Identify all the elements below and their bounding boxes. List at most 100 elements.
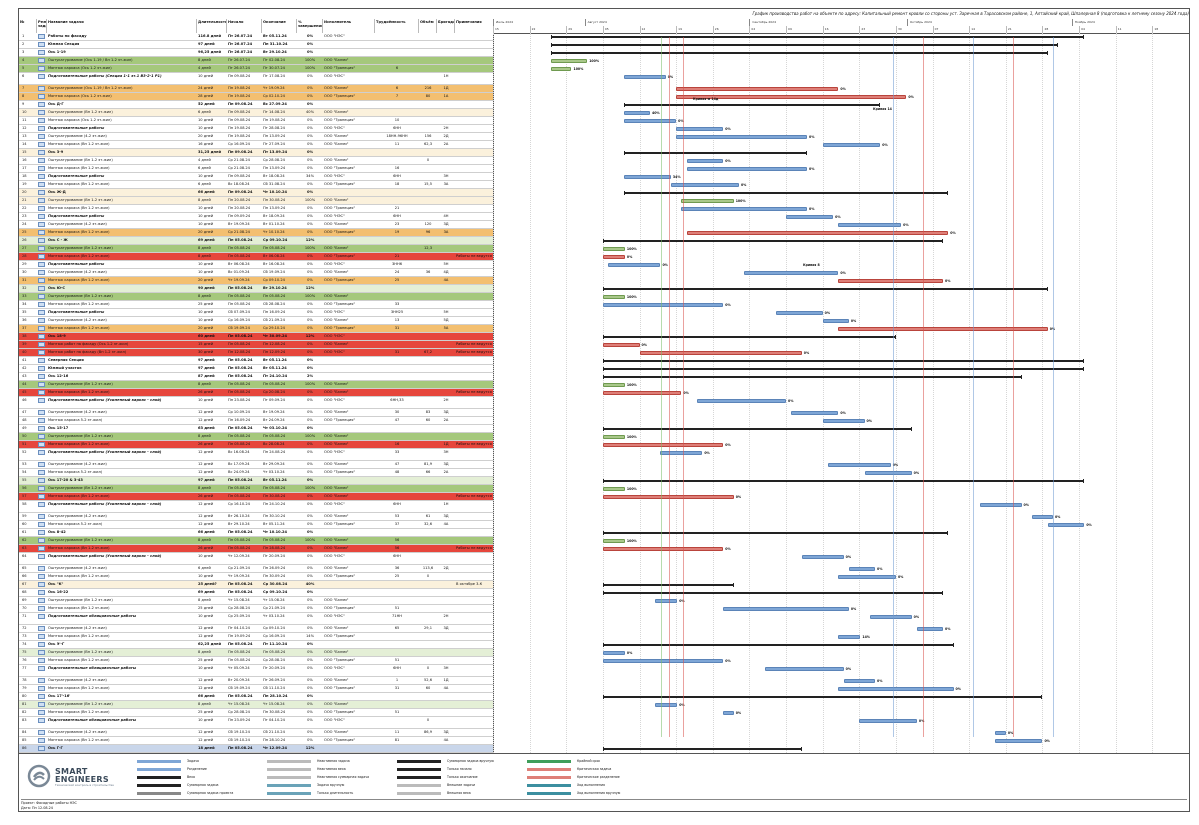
table-row[interactable]: 51 Монтаж каркаса (Вп 1-2 эт.жил) 26 дней П… (19, 441, 493, 449)
table-row[interactable]: 47 Оштукатуривание (4-2 эт.жил) 12 дней Ср … (19, 409, 493, 417)
task-bar[interactable] (791, 411, 839, 415)
task-bar[interactable] (838, 687, 954, 691)
table-row[interactable]: 72 Оштукатуривание (4-2 эт.жил) 12 дней Пт … (19, 625, 493, 633)
table-row[interactable]: 1 Работы по фасаду 116.8 дней Пт 26.07.24 Вт… (19, 33, 493, 41)
task-bar[interactable] (602, 539, 625, 543)
summary-bar[interactable] (623, 191, 949, 195)
task-bar[interactable] (676, 135, 807, 139)
task-bar[interactable] (869, 615, 912, 619)
table-row[interactable]: 79 Монтаж каркаса (Вп 1-2 эт.жил) 12 дней С… (19, 685, 493, 693)
table-row[interactable]: 36 Оштукатуривание (4-2 эт.жил) 10 дней Ср … (19, 317, 493, 325)
table-row[interactable]: 27 Оштукатуривание (Вп 1-2 эт.жил) 8 дней П… (19, 245, 493, 253)
table-row[interactable]: 86 Ось Г-Г 18 дней Пн 05.08.24 Чт 12.09.24 12… (19, 745, 493, 753)
table-row[interactable]: 18 Подготовительные работы 10 дней Пн 09.08… (19, 173, 493, 181)
table-row[interactable]: 38 Ось 18-9 60 дней Пн 05.08.24 Чт 30.09.24 1… (19, 333, 493, 341)
task-bar[interactable] (995, 731, 1006, 735)
table-row[interactable]: 42 Южный участок 97 дней Пн 05.08.24 Вт 05.1… (19, 365, 493, 373)
table-row[interactable]: 33 Оштукатуривание (Вп 1-2 эт.жил) 8 дней П… (19, 293, 493, 301)
table-row[interactable]: 70 Монтаж каркаса (Вп 1-2 эт.жил) 25 дней С… (19, 605, 493, 613)
table-row[interactable]: 5 Монтаж каркаса (Ось 1-2 эт.жил) 4 дней Пт… (19, 65, 493, 73)
summary-bar[interactable] (550, 51, 1048, 55)
summary-bar[interactable] (550, 35, 1085, 39)
task-bar[interactable] (822, 319, 849, 323)
task-bar[interactable] (723, 607, 849, 611)
task-bar[interactable] (838, 635, 861, 639)
table-row[interactable]: 17 Монтаж каркаса (Вп 1-2 эт.жил) 6 дней Ср… (19, 165, 493, 173)
header-brigade[interactable]: Бригада (437, 19, 455, 33)
task-bar[interactable] (859, 719, 917, 723)
table-row[interactable]: 11 Монтаж каркаса (Ось 1-2 эт.жил) 10 дней… (19, 117, 493, 125)
task-bar[interactable] (801, 555, 844, 559)
task-bar[interactable] (670, 183, 739, 187)
task-bar[interactable] (822, 143, 881, 147)
task-bar[interactable] (623, 175, 671, 179)
header-end[interactable]: Окончание (262, 19, 297, 33)
table-row[interactable]: 32 Ось Ю-С 90 дней Пн 05.08.24 Вт 29.10.24 12… (19, 285, 493, 293)
task-bar[interactable] (723, 711, 734, 715)
table-row[interactable]: 12 Подготовительные работы 10 дней Пн 19.08… (19, 125, 493, 133)
task-bar[interactable] (602, 343, 640, 347)
header-duration[interactable]: Длительность (197, 19, 227, 33)
summary-bar[interactable] (602, 375, 1022, 379)
table-row[interactable]: 48 Монтаж каркаса 5-2 эт.жил) 12 дней Пн 16… (19, 417, 493, 425)
table-row[interactable]: 61 Ось 8-42 66 дней Пн 05.08.24 Чт 10.10.24 0… (19, 529, 493, 537)
table-row[interactable]: 78 Оштукатуривание (4-2 эт.жил) 12 дней Вт … (19, 677, 493, 685)
task-bar[interactable] (602, 383, 625, 387)
table-row[interactable]: 2 Южная Секция 97 дней Пт 26.07.24 Пн 31.10.… (19, 41, 493, 49)
table-row[interactable]: 82 Монтаж каркаса (Вп 1-2 эт.жил) 25 дней С… (19, 709, 493, 717)
table-row[interactable]: 64 Подготовительные работы (Усиленный кар… (19, 553, 493, 565)
task-bar[interactable] (602, 651, 625, 655)
table-row[interactable]: 16 Оштукатуривание (Вп 1-2 эт.жил) 4 дней С… (19, 157, 493, 165)
header-mode[interactable]: Режим задачи (37, 19, 47, 33)
table-row[interactable]: 31 Монтаж каркаса (Вп 1-2 эт.жил) 20 дней Ч… (19, 277, 493, 285)
table-row[interactable]: 62 Оштукатуривание (Вп 1-2 эт.жил) 8 дней П… (19, 537, 493, 545)
table-row[interactable]: 19 Монтаж каркаса (Вп 1-2 эт.жил) 6 дней Вс… (19, 181, 493, 189)
task-bar[interactable] (744, 271, 839, 275)
task-bar[interactable] (655, 599, 678, 603)
task-bar[interactable] (655, 703, 678, 707)
task-bar[interactable] (623, 119, 677, 123)
table-row[interactable]: 7 Оштукатуривание (Ось 1-19 / Вп 1-2 эт.ж… (19, 85, 493, 93)
table-row[interactable]: 81 Оштукатуривание (Вп 1-2 эт.жил) 8 дней Ч… (19, 701, 493, 709)
table-row[interactable]: 60 Монтаж каркаса 5-2 эт.жил) 12 дней Вт 29… (19, 521, 493, 529)
table-row[interactable]: 68 Ось 16-22 69 дней Пн 05.08.24 Ср 09.10.24… (19, 589, 493, 597)
table-row[interactable]: 8 Монтаж каркаса (Ось 1-2 эт.жил) 28 дней П… (19, 93, 493, 101)
table-row[interactable]: 59 Оштукатуривание (4-2 эт.жил) 12 дней Вт … (19, 513, 493, 521)
table-row[interactable]: 25 Монтаж каркаса (Вп 1-2 эт.жил) 20 дней С… (19, 229, 493, 237)
task-bar[interactable] (602, 295, 625, 299)
table-row[interactable]: 63 Монтаж каркаса (Вп 1-2 эт.жил) 26 дней П… (19, 545, 493, 553)
table-row[interactable]: 54 Монтаж каркаса 5-2 эт.жил) 12 дней Вс 24… (19, 469, 493, 477)
task-bar[interactable] (550, 67, 572, 71)
task-bar[interactable] (775, 311, 823, 315)
summary-bar[interactable] (602, 591, 944, 595)
table-row[interactable]: 46 Подготовительные работы (Усиленный кар… (19, 397, 493, 409)
table-row[interactable]: 44 Оштукатуривание (Вп 1-2 эт.жил) 8 дней П… (19, 381, 493, 389)
table-row[interactable]: 9 Ось Д-Г 52 дней Пн 09.08.24 Вс 27.09.24 0% (19, 101, 493, 109)
task-bar[interactable] (765, 667, 844, 671)
table-row[interactable]: 50 Оштукатуривание (Вп 1-2 эт.жил) 8 дней П… (19, 433, 493, 441)
table-row[interactable]: 69 Оштукатуривание (Вп 1-2 эт.жил) 8 дней Ч… (19, 597, 493, 605)
task-bar[interactable] (602, 391, 682, 395)
task-bar[interactable] (838, 279, 944, 283)
table-row[interactable]: 26 Ось С - Ж 69 дней Пн 05.08.24 Ср 09.10.24… (19, 237, 493, 245)
table-row[interactable]: 56 Оштукатуривание (Вп 1-2 эт.жил) 8 дней П… (19, 485, 493, 493)
task-bar[interactable] (608, 263, 661, 267)
table-row[interactable]: 57 Монтаж каркаса (Вп 1-2 эт.жил) 26 дней П… (19, 493, 493, 501)
table-row[interactable]: 41 Северная Секция 97 дней Пн 05.08.24 Вт 05… (19, 357, 493, 365)
table-row[interactable]: 10 Оштукатуривание (Вп 1-2 эт.жил) 6 дней П… (19, 109, 493, 117)
table-row[interactable]: 53 Оштукатуривание (4-2 эт.жил) 12 дней Вс … (19, 461, 493, 469)
table-row[interactable]: 71 Подготовительные облицовочные работы 10… (19, 613, 493, 625)
table-row[interactable]: 35 Подготовительные работы 10 дней Сб 07.09… (19, 309, 493, 317)
table-row[interactable]: 29 Подготовительные работы 10 дней Вт 06.08… (19, 261, 493, 269)
task-bar[interactable] (602, 255, 625, 259)
task-bar[interactable] (697, 399, 787, 403)
table-row[interactable]: 45 Монтаж каркаса (Вп 1-2 эт.жил) 26 дней П… (19, 389, 493, 397)
task-bar[interactable] (623, 75, 666, 79)
task-bar[interactable] (660, 451, 703, 455)
summary-bar[interactable] (602, 479, 1085, 483)
task-bar[interactable] (602, 247, 625, 251)
table-row[interactable]: 23 Подготовительные работы 10 дней Пн 09.09… (19, 213, 493, 221)
summary-bar[interactable] (602, 531, 949, 535)
task-bar[interactable] (676, 87, 839, 91)
header-labor[interactable]: Трудоёмкость (375, 19, 419, 33)
